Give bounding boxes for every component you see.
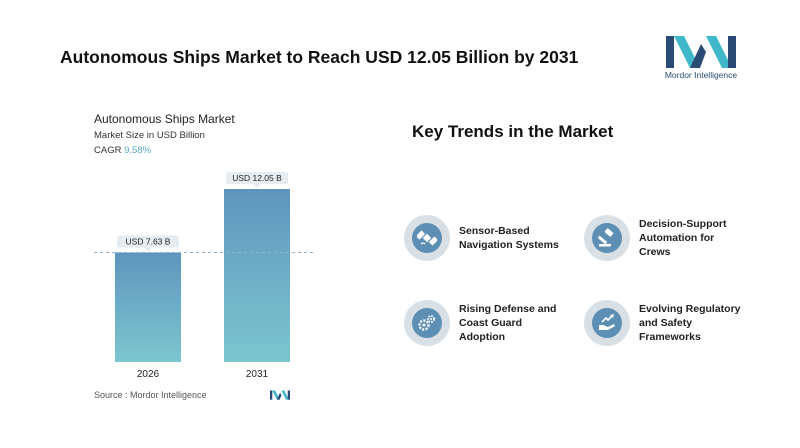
- trends-title: Key Trends in the Market: [412, 122, 614, 141]
- trend-icon-ring: [404, 215, 450, 261]
- chart-title: Autonomous Ships Market: [94, 112, 235, 126]
- trend-item-decision-support: Decision-Support Automation for Crews: [584, 215, 727, 261]
- trend-item-regulatory-frameworks: Evolving Regulatory and Safety Framework…: [584, 300, 741, 346]
- x-tick-label: 2031: [246, 369, 269, 380]
- data-label: USD 7.63 B: [126, 236, 171, 246]
- mordor-logo: Mordor Intelligence: [656, 32, 746, 84]
- cagr-text: CAGR 9.58%: [94, 145, 151, 156]
- data-label: USD 12.05 B: [232, 173, 282, 183]
- page-title: Autonomous Ships Market to Reach USD 12.…: [60, 47, 579, 67]
- satellite-icon: [417, 230, 437, 246]
- data-label-pointer: [144, 247, 152, 252]
- mini-logo-icon: [270, 390, 290, 400]
- x-tick-label: 2026: [137, 369, 160, 380]
- trend-icon-ring: [584, 215, 630, 261]
- trend-icon-ring: [584, 300, 630, 346]
- gavel-icon: [597, 228, 614, 247]
- data-label-pointer: [253, 184, 261, 188]
- mordor-logo-mark-icon: [666, 36, 736, 68]
- trend-label: Rising Defense and Coast Guard Adoption: [459, 303, 557, 343]
- cagr-value: 9.58%: [124, 145, 152, 156]
- trend-label: Evolving Regulatory and Safety Framework…: [639, 303, 741, 343]
- bar-chart: USD 7.63 B 2026 USD 12.05 B 2031: [94, 172, 316, 380]
- data-label-bg: [226, 172, 288, 184]
- hand-growth-icon: [599, 314, 615, 330]
- bar-2031: [224, 189, 290, 362]
- source-text: Source : Mordor Intelligence: [94, 390, 207, 400]
- trend-item-defense-adoption: Rising Defense and Coast Guard Adoption: [404, 300, 556, 346]
- trend-label: Sensor-Based Navigation Systems: [459, 225, 559, 251]
- bar-2026: [115, 252, 181, 362]
- data-label-bg: [117, 235, 179, 248]
- trend-label: Decision-Support Automation for Crews: [639, 218, 727, 258]
- gears-icon: [418, 315, 435, 331]
- cagr-label: CAGR: [94, 145, 122, 156]
- trend-icon-ring: [404, 300, 450, 346]
- logo-text: Mordor Intelligence: [664, 70, 738, 80]
- chart-panel: USD 7.63 B 2026 USD 12.05 B 2031 Autonomous…: [84, 100, 320, 412]
- chart-subtitle: Market Size in USD Billion: [94, 130, 205, 141]
- trend-item-sensor-navigation: Sensor-Based Navigation Systems: [404, 215, 559, 261]
